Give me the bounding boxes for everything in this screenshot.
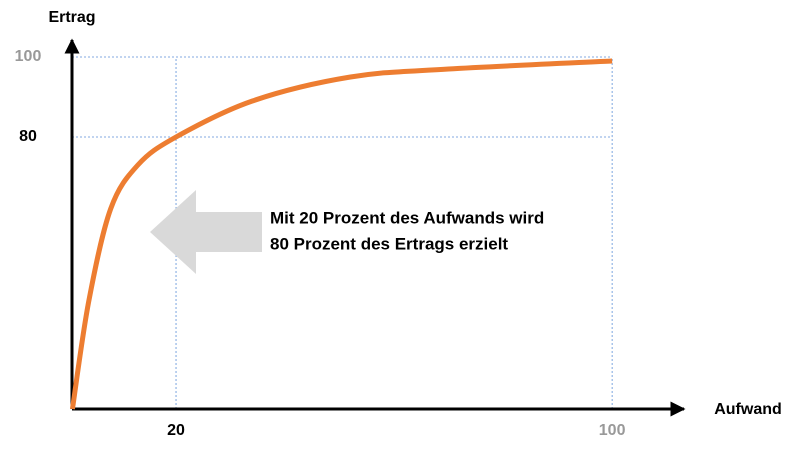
y-tick-label: 80 bbox=[19, 128, 37, 145]
line-series bbox=[69, 58, 613, 410]
y-tick-label: 100 bbox=[15, 48, 42, 65]
arrow-shape bbox=[150, 190, 262, 274]
annotation: 80 Prozent des Ertrags erzielt bbox=[270, 234, 508, 253]
x-tick-label: 20 bbox=[167, 422, 185, 439]
annotation: Mit 20 Prozent des Aufwands wird bbox=[270, 208, 544, 227]
x-axis-label: Aufwand bbox=[714, 401, 782, 418]
x-tick-label: 100 bbox=[599, 422, 626, 439]
y-axis-label: Ertrag bbox=[48, 9, 95, 26]
